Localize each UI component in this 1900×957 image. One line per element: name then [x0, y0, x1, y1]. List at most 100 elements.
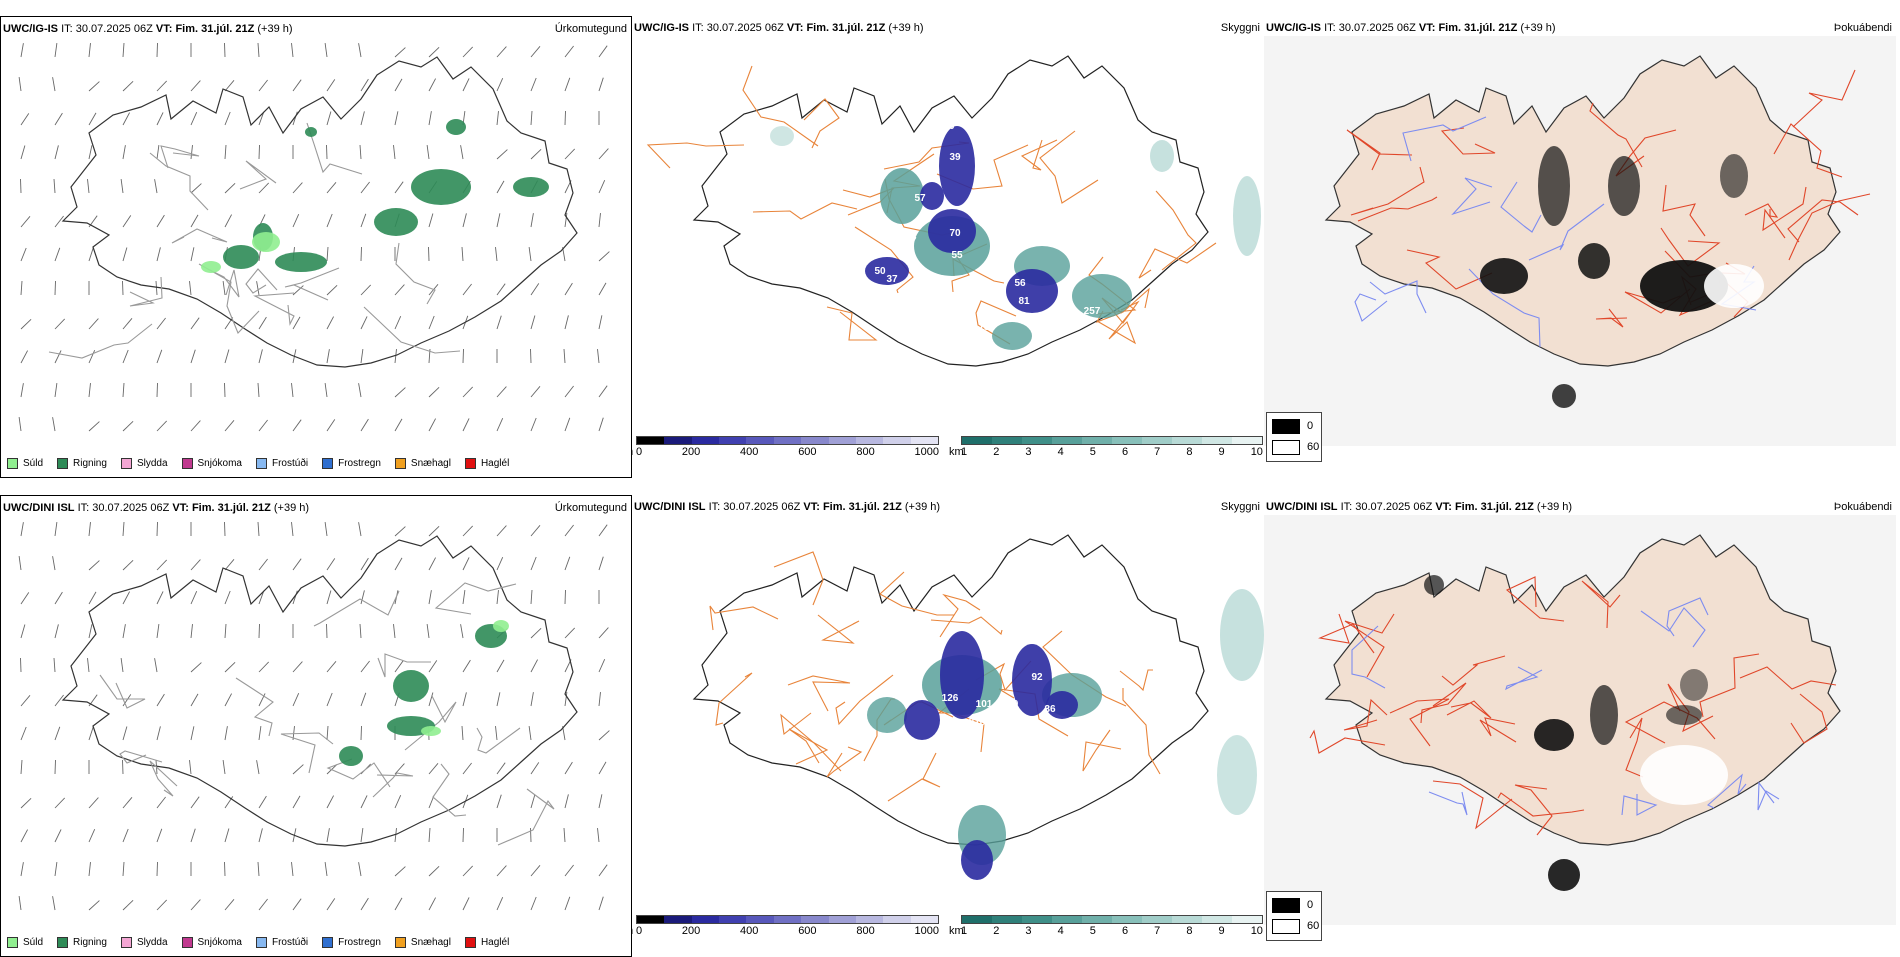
colorbar-segment: [910, 437, 938, 444]
colorbar-segment: [1112, 437, 1142, 444]
visibility-label: 50: [943, 121, 955, 132]
legend-item: Súld: [7, 458, 43, 469]
visibility-label: 105: [1056, 100, 1073, 111]
vt-label: VT:: [786, 22, 804, 34]
colorbar-unit: km: [949, 446, 964, 458]
model-name: UWC/DINI ISL: [3, 502, 75, 514]
visibility-label: 75: [888, 732, 900, 743]
vt-label: VT:: [1435, 501, 1452, 513]
legend-label: Rigning: [73, 937, 107, 948]
iceland-map: [18, 521, 610, 911]
colorbar-segment: [691, 437, 720, 444]
legend-swatch: [394, 458, 406, 469]
colorbar-tick: 5: [1089, 925, 1096, 937]
it-value: 30.07.2025 06Z: [723, 501, 801, 513]
colorbar-tick: 800: [856, 446, 875, 458]
visibility-label: 55: [951, 250, 963, 261]
legend-item: Frostregn: [322, 458, 381, 469]
legend-item: Slydda: [120, 937, 168, 948]
lead-time: (+39 h): [1536, 501, 1573, 513]
legend-item: Rigning: [57, 458, 107, 469]
colorbar-tick: 9: [1218, 446, 1225, 458]
colorbar-segment: [801, 437, 829, 444]
colorbar-segment: [855, 916, 884, 923]
visibility-label: 101: [976, 699, 993, 710]
model-name: UWC/DINI ISL: [1266, 501, 1338, 513]
legend-label: Frostúði: [271, 458, 309, 469]
vt-value: Fim. 31.júl. 21Z: [1454, 501, 1534, 513]
colorbar-segment: [1082, 916, 1112, 923]
legend-swatch: [57, 458, 69, 469]
lead-time: (+39 h): [257, 23, 293, 35]
colorbar-segment: [1022, 916, 1052, 923]
legend-label: Haglél: [480, 458, 510, 469]
colorbar-segment: [883, 437, 911, 444]
colorbar-tick: 0: [636, 925, 643, 937]
visibility-label: 70: [949, 228, 961, 239]
visibility-label: 60: [908, 863, 920, 874]
fog-key-swatch-0: [1272, 898, 1300, 913]
legend-item: Snjókoma: [181, 458, 242, 469]
model-name: UWC/IG-IS: [1266, 22, 1321, 34]
it-value: 30.07.2025 06Z: [706, 22, 784, 34]
visibility-label: 77: [905, 236, 917, 247]
colorbar-segment: [1202, 916, 1232, 923]
visibility-label: 57: [914, 193, 926, 204]
iceland-map: [18, 42, 610, 432]
colorbar-segment: [801, 916, 829, 923]
colorbar-segment: [664, 437, 692, 444]
colorbar-tick: 2: [993, 925, 1000, 937]
colorbar-unit: m: [632, 925, 633, 937]
precip-type-panel-bottom: UWC/DINI ISL IT: 30.07.2025 06Z VT: Fim.…: [0, 495, 632, 957]
legend-swatch: [120, 937, 132, 948]
visibility-label: 37: [886, 274, 898, 285]
colorbar-tick: 1000: [914, 925, 939, 937]
precip-legend: Súld Rigning Slydda Snjókoma Frostúði Frostre…: [7, 937, 509, 948]
legend-item: Haglél: [464, 458, 510, 469]
fog-key-label-0: 0: [1307, 899, 1314, 911]
colorbar-tick: 10: [1250, 446, 1263, 458]
panel-title: Úrkomutegund: [554, 502, 627, 514]
panel-title: Skyggni: [1220, 501, 1260, 513]
vt-label: VT:: [1418, 22, 1436, 34]
fog-key: 0 60: [1266, 891, 1322, 941]
colorbar-segment: [664, 916, 692, 923]
legend-label: Frostregn: [338, 937, 381, 948]
colorbar-segment: [1232, 437, 1262, 444]
colorbar-tick: 600: [798, 446, 817, 458]
legend-item: Frostregn: [322, 937, 381, 948]
colorbar-segment: [828, 916, 856, 923]
colorbar-tick: 4: [1057, 925, 1064, 937]
colorbar-segment: [773, 916, 802, 923]
legend-item: Slydda: [120, 458, 168, 469]
colorbar-tick: 0: [636, 446, 643, 458]
visibility-label: 63: [843, 288, 855, 299]
visibility-label: 57: [934, 875, 946, 886]
colorbar-segment: [1022, 437, 1052, 444]
colorbar-tick: 200: [681, 925, 701, 937]
colorbar-segment: [1172, 437, 1202, 444]
visibility-label: 56: [1014, 278, 1026, 289]
it-label: IT:: [708, 501, 721, 513]
colorbar-segment: [1112, 916, 1142, 923]
it-label: IT:: [61, 23, 73, 35]
colorbar-tick: 200: [681, 446, 701, 458]
lead-time: (+39 h): [904, 501, 941, 513]
fog-key-label-0: 0: [1307, 420, 1314, 432]
visibility-panel-bottom: UWC/DINI ISL IT: 30.07.2025 06Z VT: Fim.…: [632, 495, 1264, 957]
visibility-label: 126: [942, 693, 959, 704]
colorbar-segment: [883, 916, 911, 923]
colorbar-tick: 400: [740, 925, 759, 937]
colorbar-tick: 7: [1154, 925, 1161, 937]
fog-key-label-60: 60: [1307, 920, 1320, 932]
colorbar-tick: 5: [1089, 446, 1096, 458]
it-value: 30.07.2025 06Z: [75, 23, 153, 35]
legend-label: Snæhagl: [410, 937, 451, 948]
visibility-label: 92: [1031, 672, 1043, 683]
colorbar-segment: [962, 437, 992, 444]
it-label: IT:: [77, 502, 90, 514]
colorbar-segment: [746, 916, 774, 923]
it-label: IT:: [692, 22, 704, 34]
legend-swatch: [57, 937, 69, 948]
